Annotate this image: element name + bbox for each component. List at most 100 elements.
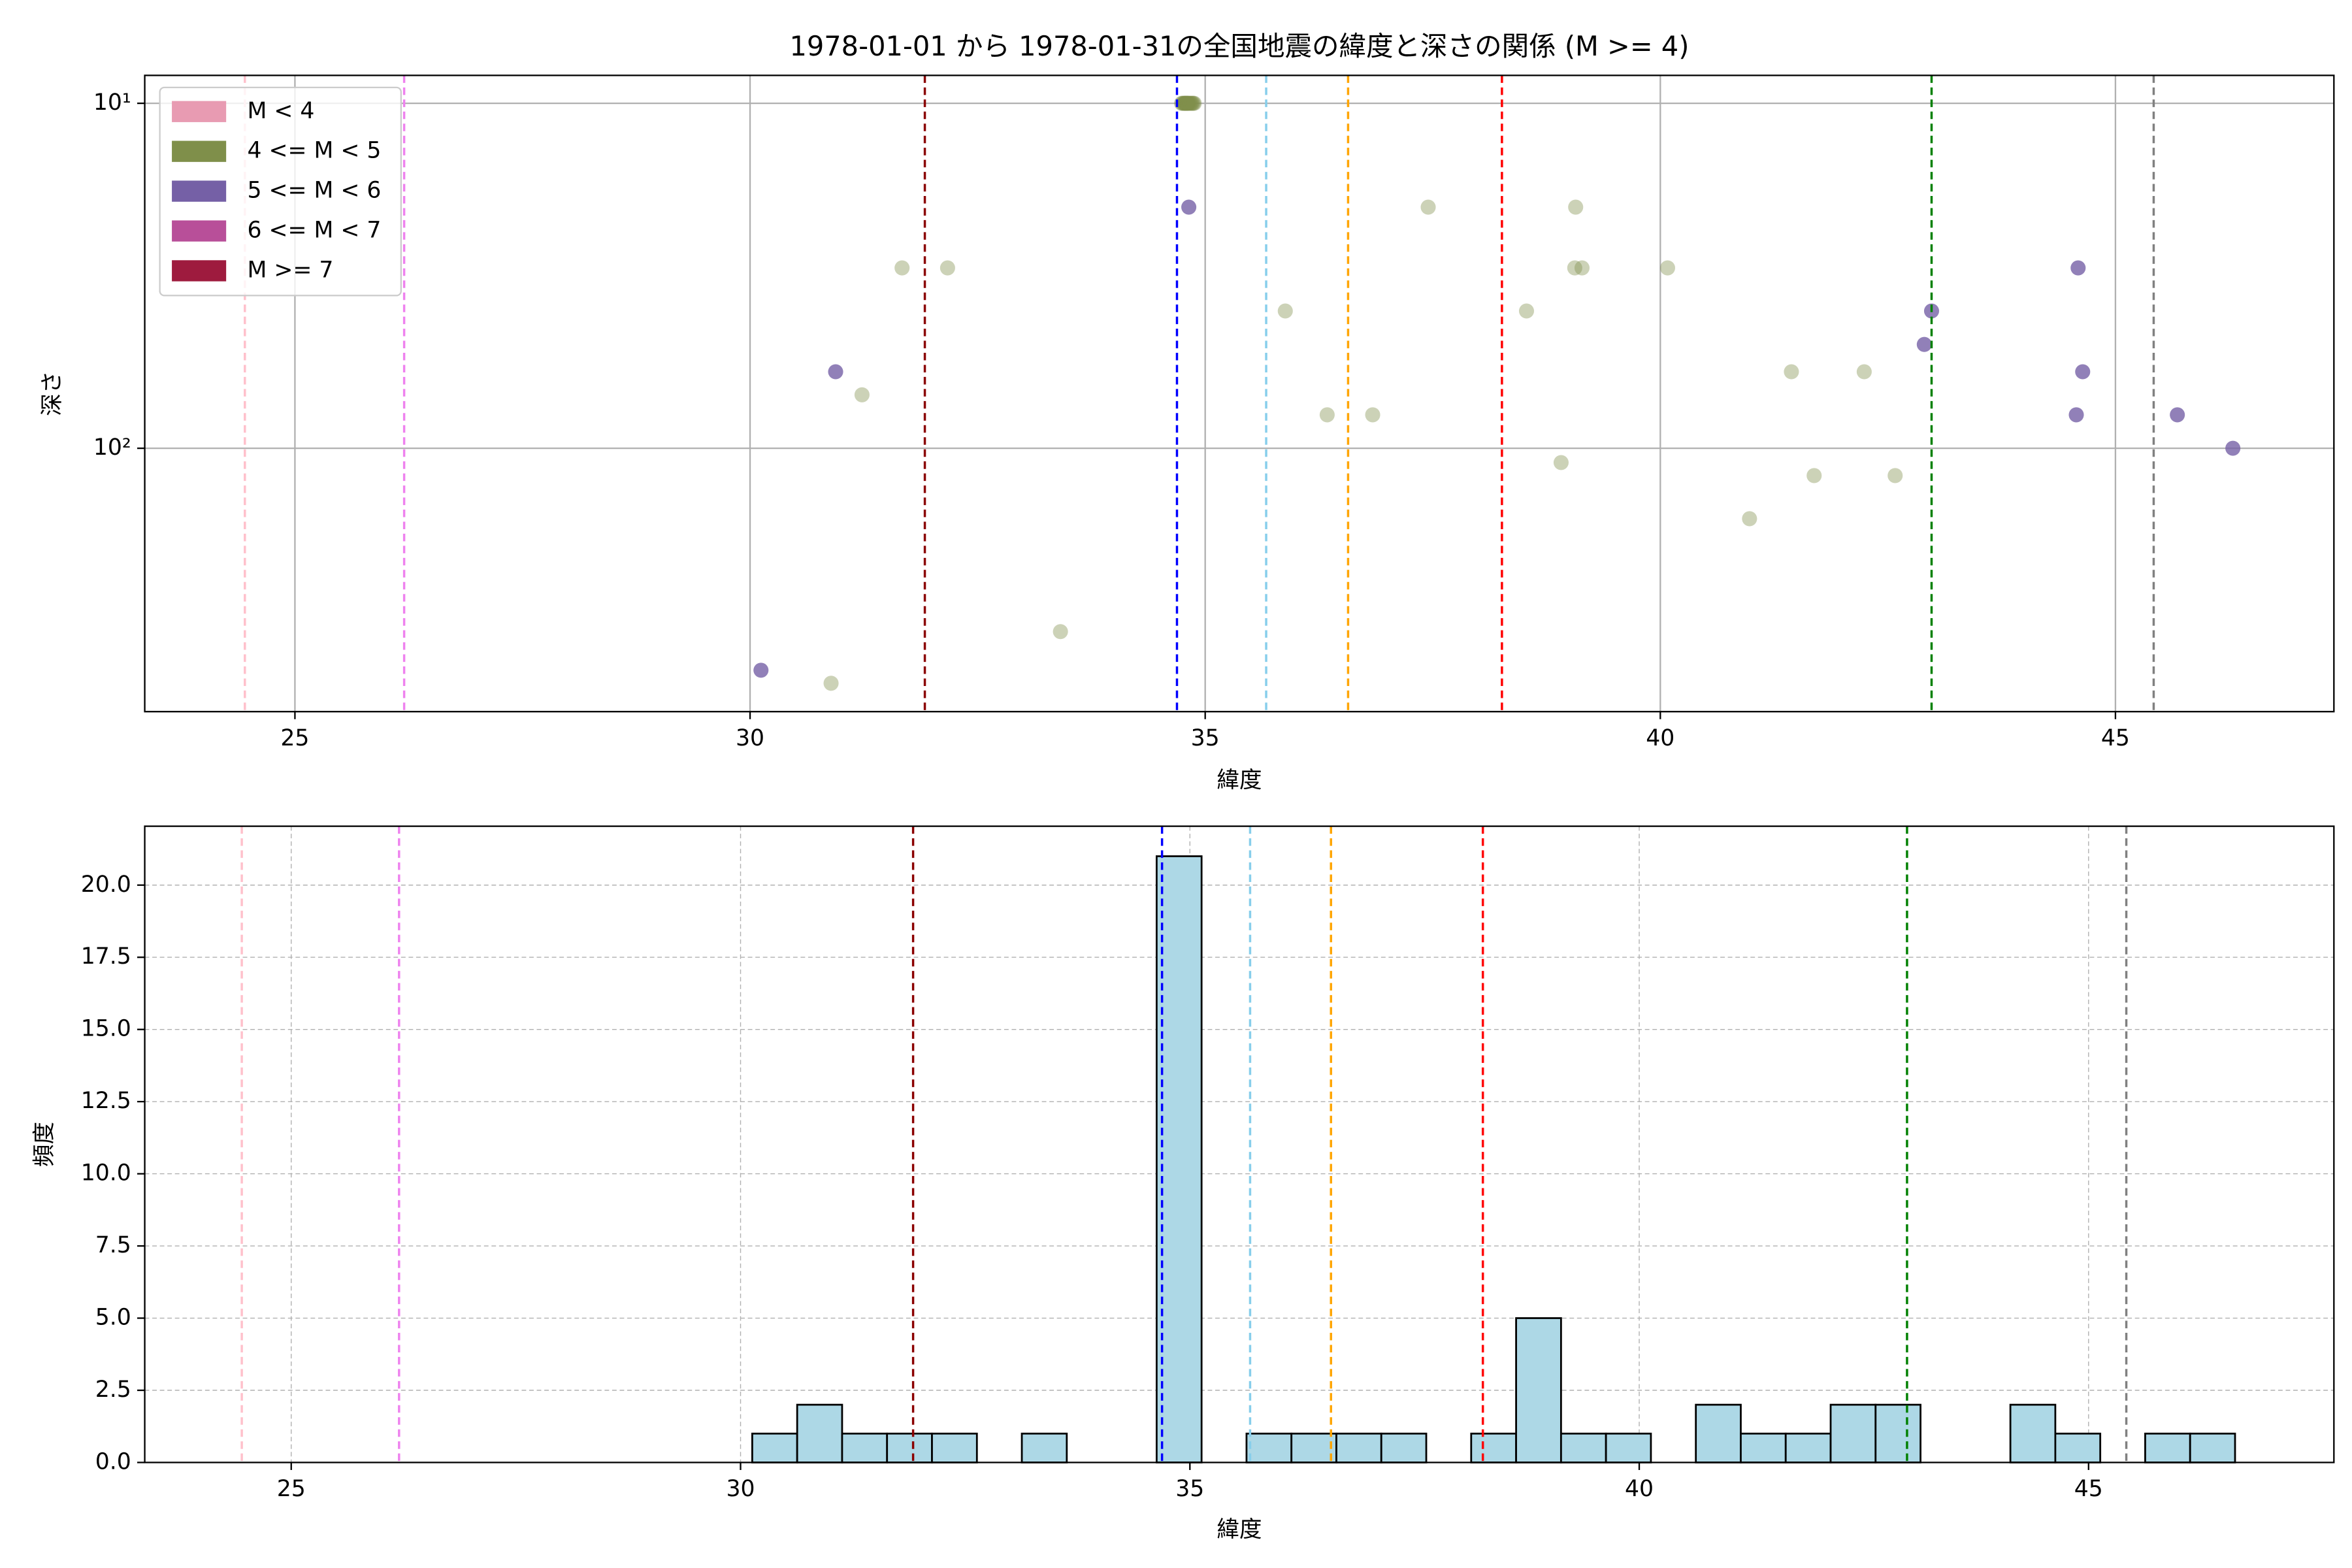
y-tick-label: 12.5 bbox=[81, 1088, 131, 1114]
scatter-point bbox=[854, 387, 870, 402]
scatter-point bbox=[1184, 95, 1200, 111]
histogram-bar bbox=[751, 1432, 798, 1463]
scatter-point bbox=[1182, 95, 1198, 111]
x-tick-label: 30 bbox=[736, 725, 764, 751]
scatter-point bbox=[1659, 260, 1675, 276]
legend-swatch bbox=[172, 180, 227, 202]
plot-frame bbox=[144, 825, 2335, 1463]
scatter-point bbox=[828, 364, 843, 380]
scatter-point bbox=[753, 662, 769, 678]
scatter-point bbox=[939, 260, 955, 276]
legend-swatch bbox=[172, 260, 227, 282]
x-tick-label: 40 bbox=[1625, 1476, 1654, 1502]
histogram-bar bbox=[1695, 1403, 1742, 1463]
histogram-bar bbox=[1740, 1432, 1787, 1463]
scatter-point bbox=[1365, 407, 1380, 423]
plot-frame bbox=[144, 74, 2335, 713]
scatter-point bbox=[1186, 95, 1201, 111]
y-tick-label: 10² bbox=[93, 434, 131, 461]
histogram-bar bbox=[1784, 1432, 1832, 1463]
y-tick-label: 0.0 bbox=[95, 1448, 131, 1475]
y-tick-label: 10.0 bbox=[81, 1160, 131, 1186]
scatter-point bbox=[1518, 303, 1535, 319]
y-axis-label: 頻度 bbox=[31, 1122, 57, 1167]
histogram-bar bbox=[1515, 1317, 1562, 1463]
scatter-point bbox=[1856, 364, 1872, 380]
scatter-point bbox=[1175, 95, 1190, 111]
scatter-point bbox=[2075, 364, 2091, 380]
histogram-bar bbox=[886, 1432, 933, 1463]
legend-swatch bbox=[172, 101, 227, 122]
scatter-point bbox=[1180, 95, 1196, 111]
legend-label: M >= 7 bbox=[247, 257, 333, 283]
scatter-point bbox=[1179, 95, 1195, 111]
histogram-bar bbox=[1290, 1432, 1337, 1463]
histogram-bar bbox=[2009, 1403, 2057, 1463]
x-axis-label: 緯度 bbox=[1217, 1516, 1262, 1543]
scatter-point bbox=[1180, 95, 1196, 111]
scatter-point bbox=[1178, 95, 1194, 111]
scatter-point bbox=[1420, 199, 1436, 215]
scatter-point bbox=[1186, 95, 1202, 111]
scatter-point bbox=[2068, 407, 2084, 423]
scatter-point bbox=[1181, 199, 1197, 215]
scatter-point bbox=[1277, 303, 1293, 319]
legend-label: 5 <= M < 6 bbox=[247, 178, 381, 204]
histogram-bar bbox=[931, 1432, 978, 1463]
x-tick-label: 25 bbox=[280, 725, 309, 751]
scatter-point bbox=[1175, 95, 1191, 111]
scatter-point bbox=[1742, 511, 1757, 527]
histogram-bar bbox=[1155, 855, 1203, 1463]
x-tick-label: 35 bbox=[1191, 725, 1220, 751]
scatter-point bbox=[1177, 95, 1193, 111]
x-axis-label: 緯度 bbox=[1217, 767, 1262, 793]
chart-title: 1978-01-01 から 1978-01-31の全国地震の緯度と深さの関係 (… bbox=[789, 30, 1689, 62]
scatter-point bbox=[1568, 199, 1584, 215]
y-tick-label: 10¹ bbox=[93, 90, 131, 116]
legend-label: 6 <= M < 7 bbox=[247, 218, 381, 244]
scatter-point bbox=[1574, 260, 1590, 276]
scatter-point bbox=[1053, 624, 1068, 640]
scatter-point bbox=[1806, 468, 1822, 483]
scatter-point bbox=[1181, 95, 1197, 111]
scatter-point bbox=[2170, 407, 2185, 423]
scatter-point bbox=[2070, 260, 2086, 276]
legend-box bbox=[159, 86, 402, 297]
histogram-bar bbox=[2144, 1432, 2191, 1463]
histogram-bar bbox=[1335, 1432, 1382, 1463]
histogram-bar bbox=[2189, 1432, 2236, 1463]
scatter-point bbox=[1177, 95, 1193, 111]
scatter-point bbox=[1553, 455, 1569, 470]
y-axis-label: 深さ bbox=[39, 371, 65, 416]
scatter-point bbox=[2225, 440, 2241, 456]
scatter-point bbox=[1178, 95, 1194, 111]
scatter-point bbox=[1177, 95, 1192, 111]
scatter-point bbox=[894, 260, 910, 276]
scatter-point bbox=[1887, 468, 1903, 483]
histogram-bar bbox=[2054, 1432, 2102, 1463]
histogram-bar bbox=[1380, 1432, 1428, 1463]
histogram-bar bbox=[796, 1403, 843, 1463]
scatter-point bbox=[1916, 336, 1932, 352]
scatter-point bbox=[1319, 407, 1335, 423]
y-tick-label: 2.5 bbox=[95, 1377, 131, 1403]
scatter-point bbox=[1183, 95, 1198, 111]
x-tick-label: 35 bbox=[1175, 1476, 1204, 1502]
y-tick-label: 7.5 bbox=[95, 1232, 131, 1258]
x-tick-label: 45 bbox=[2074, 1476, 2103, 1502]
legend-swatch bbox=[172, 140, 227, 162]
x-tick-label: 45 bbox=[2101, 725, 2130, 751]
scatter-point bbox=[1177, 95, 1192, 111]
histogram-bar bbox=[1829, 1403, 1877, 1463]
histogram-bar bbox=[1245, 1432, 1293, 1463]
histogram-bar bbox=[1560, 1432, 1607, 1463]
scatter-point bbox=[823, 676, 839, 691]
y-tick-label: 5.0 bbox=[95, 1305, 131, 1331]
x-tick-label: 30 bbox=[726, 1476, 755, 1502]
x-tick-label: 25 bbox=[277, 1476, 306, 1502]
scatter-point bbox=[1784, 364, 1799, 380]
scatter-point bbox=[1567, 260, 1582, 276]
histogram-bar bbox=[1021, 1432, 1068, 1463]
histogram-bar bbox=[1605, 1432, 1652, 1463]
scatter-point bbox=[1179, 95, 1195, 111]
